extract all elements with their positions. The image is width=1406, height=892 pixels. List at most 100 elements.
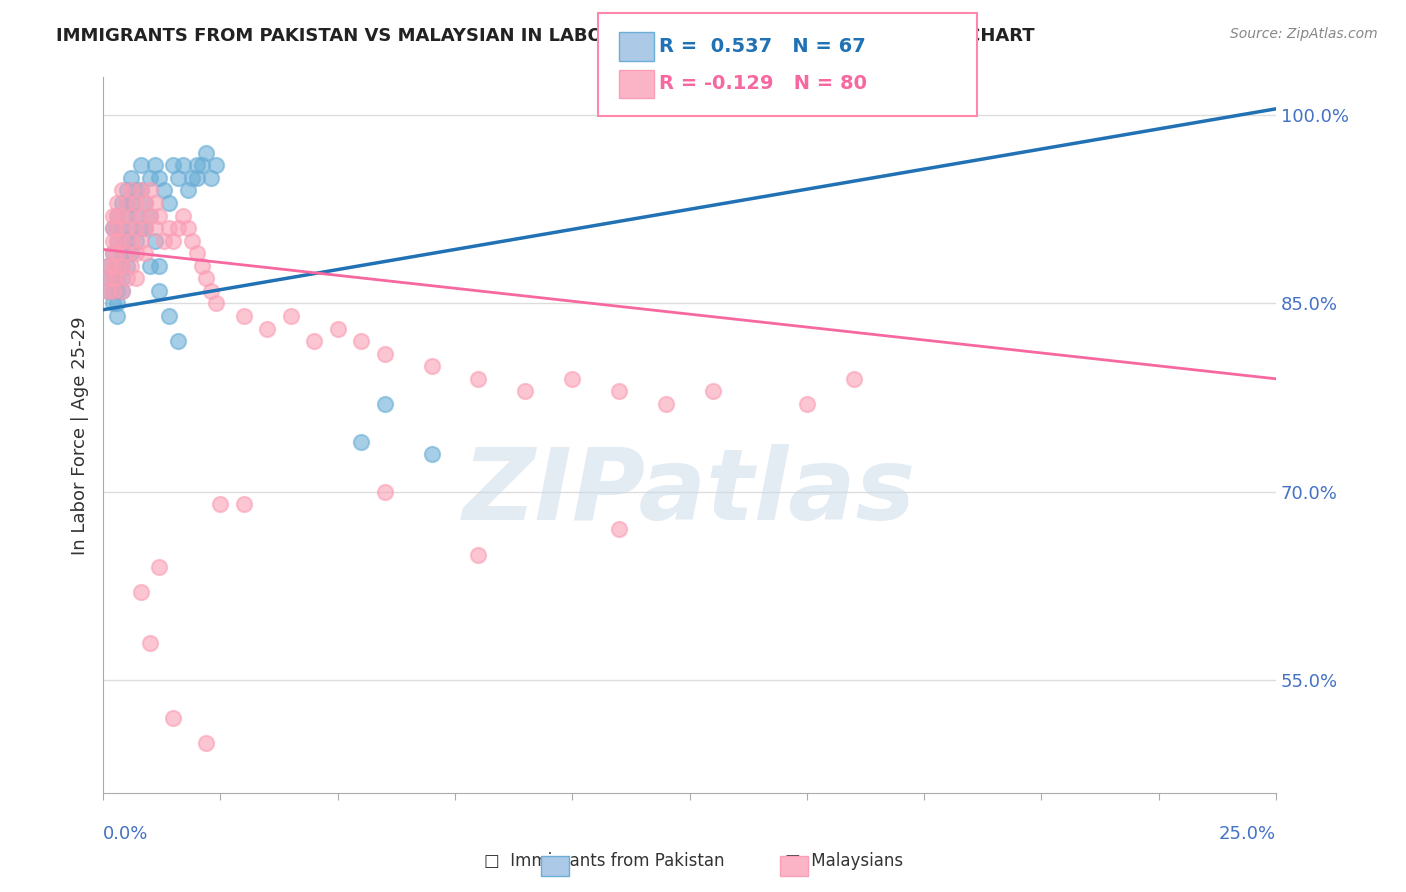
Point: [256, 321, 278, 335]
Point: [125, 271, 148, 285]
Point: [125, 184, 148, 198]
Point: [120, 259, 142, 273]
Point: [350, 334, 373, 348]
Point: [97, 259, 120, 273]
Point: [101, 246, 124, 260]
Point: [176, 184, 198, 198]
Point: [105, 246, 128, 260]
Point: [139, 209, 162, 223]
Point: [157, 309, 180, 323]
Point: [105, 271, 128, 285]
Point: [162, 158, 184, 172]
Point: [101, 284, 124, 298]
Point: [101, 221, 124, 235]
Point: [115, 196, 138, 211]
Text: 0.0%: 0.0%: [103, 824, 149, 843]
Point: [129, 184, 152, 198]
Point: [139, 184, 162, 198]
Point: [148, 209, 170, 223]
Point: [181, 234, 204, 248]
Point: [101, 246, 124, 260]
Point: [148, 284, 170, 298]
Point: [111, 196, 134, 211]
Point: [115, 259, 138, 273]
Point: [148, 259, 170, 273]
Point: [115, 184, 138, 198]
Text: IMMIGRANTS FROM PAKISTAN VS MALAYSIAN IN LABOR FORCE | AGE 25-29 CORRELATION CHA: IMMIGRANTS FROM PAKISTAN VS MALAYSIAN IN…: [56, 27, 1035, 45]
Point: [200, 284, 222, 298]
Point: [153, 234, 176, 248]
Point: [186, 246, 208, 260]
Point: [111, 259, 134, 273]
Point: [125, 234, 148, 248]
Point: [101, 271, 124, 285]
Point: [561, 372, 583, 386]
Point: [129, 585, 152, 599]
Point: [101, 259, 124, 273]
Point: [111, 234, 134, 248]
Point: [139, 635, 162, 649]
Point: [195, 271, 218, 285]
Point: [125, 221, 148, 235]
Point: [101, 296, 124, 310]
Point: [105, 309, 128, 323]
Point: [120, 196, 142, 211]
Point: [105, 234, 128, 248]
Y-axis label: In Labor Force | Age 25-29: In Labor Force | Age 25-29: [72, 316, 89, 555]
Point: [120, 184, 142, 198]
Point: [129, 221, 152, 235]
Point: [111, 184, 134, 198]
Point: [842, 372, 865, 386]
Point: [143, 234, 166, 248]
Point: [374, 484, 396, 499]
Point: [115, 246, 138, 260]
Point: [120, 209, 142, 223]
Point: [232, 497, 254, 511]
Point: [139, 259, 162, 273]
Point: [111, 284, 134, 298]
Point: [120, 234, 142, 248]
Point: [374, 397, 396, 411]
Text: □  Malaysians: □ Malaysians: [785, 852, 903, 870]
Text: 25.0%: 25.0%: [1219, 824, 1277, 843]
Point: [232, 309, 254, 323]
Point: [167, 170, 190, 185]
Point: [204, 158, 226, 172]
Point: [105, 209, 128, 223]
Point: [120, 246, 142, 260]
Point: [195, 145, 218, 160]
Point: [190, 158, 212, 172]
Point: [97, 284, 120, 298]
Point: [209, 497, 232, 511]
Point: [607, 523, 630, 537]
Point: [97, 284, 120, 298]
Point: [111, 246, 134, 260]
Point: [148, 170, 170, 185]
Point: [655, 397, 678, 411]
Point: [702, 384, 724, 399]
Point: [129, 209, 152, 223]
Point: [115, 196, 138, 211]
Point: [190, 259, 212, 273]
Point: [153, 184, 176, 198]
Point: [139, 209, 162, 223]
Point: [302, 334, 325, 348]
Point: [326, 321, 349, 335]
Point: [796, 397, 818, 411]
Point: [125, 246, 148, 260]
Point: [105, 209, 128, 223]
Point: [186, 170, 208, 185]
Point: [101, 221, 124, 235]
Point: [157, 196, 180, 211]
Point: [374, 347, 396, 361]
Point: [162, 234, 184, 248]
Point: [105, 259, 128, 273]
Point: [111, 234, 134, 248]
Point: [157, 221, 180, 235]
Point: [607, 384, 630, 399]
Point: [105, 221, 128, 235]
Point: [115, 221, 138, 235]
Point: [105, 259, 128, 273]
Point: [181, 170, 204, 185]
Point: [120, 170, 142, 185]
